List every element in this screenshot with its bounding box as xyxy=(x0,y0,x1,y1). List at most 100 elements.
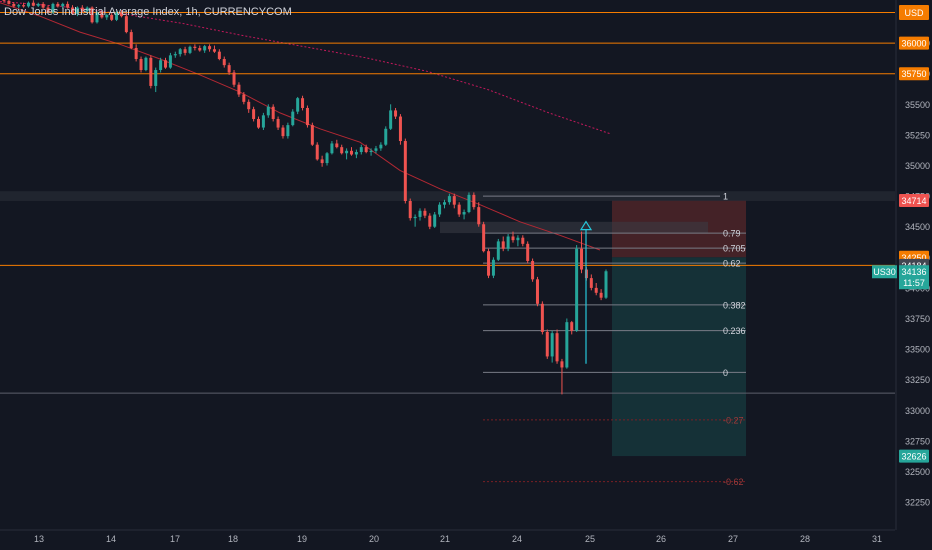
candle-body xyxy=(208,46,212,50)
candle-body xyxy=(398,116,402,142)
candle-body xyxy=(506,236,510,249)
bearish-candle xyxy=(535,276,539,307)
bearish-candle xyxy=(526,241,530,264)
horizontal-levels[interactable] xyxy=(0,12,895,394)
candle-body xyxy=(119,12,123,17)
moving-averages xyxy=(0,0,611,251)
bullish-candle xyxy=(61,2,65,9)
bearish-candle xyxy=(580,231,584,274)
candle-body xyxy=(164,60,168,68)
candle-body xyxy=(305,107,309,126)
symbol-badge xyxy=(872,265,897,279)
candle-body xyxy=(325,153,329,164)
bearish-candle xyxy=(222,56,226,68)
price-tick-label: 33000 xyxy=(905,406,930,416)
candle-body xyxy=(95,12,99,23)
bullish-candle xyxy=(17,3,21,9)
candle-body xyxy=(354,152,358,155)
candle-body xyxy=(526,243,530,261)
bearish-candle xyxy=(403,138,407,204)
time-tick-label: 18 xyxy=(228,534,238,544)
bearish-candle xyxy=(340,144,344,155)
bearish-candle xyxy=(310,122,314,146)
bearish-candle xyxy=(594,283,598,296)
price-axis-label: 34714 xyxy=(901,196,926,206)
price-axis-label: 35750 xyxy=(901,69,926,79)
candle-body xyxy=(310,125,314,145)
drawings-overlay[interactable] xyxy=(579,220,593,364)
bearish-candle xyxy=(2,0,6,3)
time-tick-label: 21 xyxy=(440,534,450,544)
candle-body xyxy=(447,196,451,203)
candle-body xyxy=(266,106,270,116)
candle-body xyxy=(110,14,114,20)
candle-body xyxy=(496,241,500,260)
bearish-candle xyxy=(555,329,559,364)
candle-body xyxy=(487,251,491,276)
bullish-candle xyxy=(188,45,192,55)
price-tick-label: 33750 xyxy=(905,314,930,324)
position-zones[interactable] xyxy=(0,191,895,457)
bullish-candle xyxy=(384,126,388,146)
candle-body xyxy=(129,32,133,48)
candle-body xyxy=(271,106,275,119)
last-price-box xyxy=(899,265,929,290)
price-tick-label: 35500 xyxy=(905,100,930,110)
bearish-candle xyxy=(472,192,476,210)
bearish-candle xyxy=(110,12,114,22)
candle-body xyxy=(281,127,285,137)
zone-highlight-rect[interactable] xyxy=(440,221,708,234)
bearish-candle xyxy=(100,10,104,19)
price-axis-label: 34250 xyxy=(901,253,926,263)
candle-body xyxy=(452,196,456,205)
bearish-candle xyxy=(501,236,505,252)
bearish-candle xyxy=(212,45,216,53)
candle-body xyxy=(247,101,251,110)
price-axis-label-box xyxy=(899,449,929,463)
candle-body xyxy=(276,118,280,128)
candle-body xyxy=(85,7,89,12)
price-tick-label: 32750 xyxy=(905,436,930,446)
fib-level-label: 0.79 xyxy=(723,229,741,239)
price-tick-label: 33250 xyxy=(905,375,930,385)
candle-body xyxy=(501,241,505,249)
candle-body xyxy=(193,46,197,48)
bearish-candle xyxy=(305,105,309,128)
bullish-candle xyxy=(438,202,442,217)
bearish-candle xyxy=(217,49,221,61)
bearish-candle xyxy=(208,44,212,52)
bearish-candle xyxy=(232,70,236,88)
resistance-band[interactable] xyxy=(0,191,895,201)
candlestick-series xyxy=(2,0,608,395)
candle-body xyxy=(555,333,559,362)
candle-body xyxy=(183,49,187,53)
bullish-candle xyxy=(604,269,608,299)
candle-body xyxy=(599,292,603,298)
bullish-candle xyxy=(506,234,510,252)
bearish-candle xyxy=(511,231,515,243)
candle-body xyxy=(418,210,422,217)
fibonacci-retracement[interactable]: 1 0.79 0.705 0.62 0.382 0.236 0 -0.27 -0.62 xyxy=(483,192,746,488)
bearish-candle xyxy=(257,116,261,129)
bearish-candle xyxy=(570,320,574,335)
bullish-candle xyxy=(178,47,182,57)
candle-body xyxy=(374,148,378,151)
time-tick-label: 28 xyxy=(800,534,810,544)
candle-body xyxy=(428,215,432,227)
candle-body xyxy=(477,207,481,225)
candle-body xyxy=(423,210,427,216)
bullish-candle xyxy=(496,238,500,261)
take-profit-zone[interactable] xyxy=(612,257,746,457)
candle-body xyxy=(384,128,388,145)
time-axis[interactable]: 13 14 17 18 19 20 21 24 25 26 27 28 31 xyxy=(0,529,895,544)
bearish-candle xyxy=(540,301,544,335)
bearish-candle xyxy=(487,248,491,279)
time-tick-label: 31 xyxy=(872,534,882,544)
price-axis-label-box xyxy=(899,67,929,81)
bearish-candle xyxy=(129,29,133,50)
candle-body xyxy=(61,3,65,7)
bearish-candle xyxy=(482,221,486,253)
candle-body xyxy=(560,361,564,368)
candle-body xyxy=(17,5,21,7)
